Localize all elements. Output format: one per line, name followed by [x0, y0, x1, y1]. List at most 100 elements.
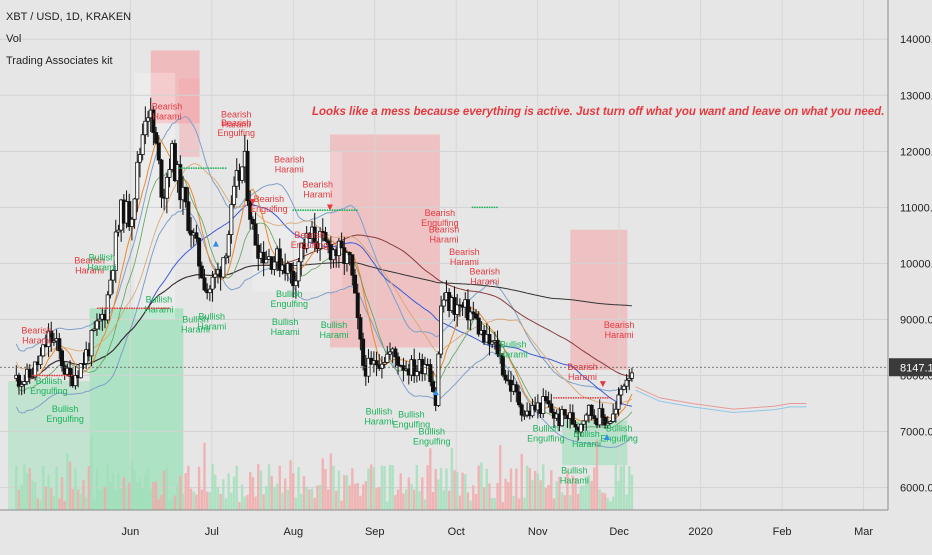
volume-bar — [343, 475, 346, 510]
volume-bar — [79, 494, 83, 510]
volume-bar — [308, 489, 311, 510]
volume-indicator-label[interactable]: Vol — [6, 33, 22, 45]
candle-body — [530, 405, 535, 417]
candle-body — [49, 330, 54, 343]
volume-bar — [154, 481, 158, 510]
volume-bar — [504, 478, 507, 510]
volume-bar — [214, 474, 217, 510]
candle-body — [272, 261, 277, 270]
bullish-harami-label: Bullish — [366, 407, 393, 417]
signal-dot — [594, 397, 597, 399]
volume-bar — [455, 471, 459, 510]
volume-bar — [380, 465, 384, 510]
signal-dot — [478, 206, 481, 209]
signal-dot — [297, 209, 300, 212]
candle-body — [143, 120, 148, 136]
indicator-label[interactable]: Trading Associates kit — [6, 55, 113, 67]
volume-bar — [595, 439, 599, 510]
bearish-harami-label: Bearish — [469, 267, 500, 277]
volume-bar — [493, 497, 497, 510]
signal-dot — [46, 374, 49, 377]
signal-dot — [109, 307, 111, 310]
volume-bar — [265, 485, 268, 510]
volume-bar — [305, 486, 308, 510]
volume-bar — [216, 486, 220, 510]
volume-bar — [611, 496, 615, 510]
candle-body — [347, 252, 352, 256]
volume-bar — [219, 493, 222, 510]
candle-body — [465, 299, 470, 321]
candle-body — [116, 229, 121, 233]
candle-body — [487, 333, 492, 345]
bullish-harami-label: Harami — [144, 305, 173, 315]
x-tick-label: Mar — [854, 526, 873, 538]
volume-bar — [179, 475, 182, 510]
volume-bar — [353, 483, 357, 510]
signal-dot — [34, 374, 36, 377]
long-arrow — [432, 389, 439, 396]
volume-bar — [25, 473, 29, 510]
candle-body — [59, 350, 64, 367]
x-tick-label: Dec — [609, 526, 629, 538]
volume-bar — [208, 492, 212, 510]
candles-layer — [14, 97, 634, 441]
volume-bar — [426, 465, 429, 510]
volume-bar — [141, 487, 144, 510]
signal-dot — [604, 397, 607, 399]
signal-dot — [486, 206, 489, 209]
bullish-harami-label: Bullish — [89, 253, 116, 263]
volume-bar — [396, 489, 400, 510]
signal-dot — [202, 167, 205, 170]
volume-bar — [552, 498, 556, 510]
signal-dot — [111, 307, 114, 310]
signal-dot — [180, 167, 183, 170]
signal-dot — [131, 307, 133, 310]
signal-dot — [326, 209, 329, 212]
volume-bar — [130, 460, 134, 510]
signal-dot — [153, 307, 155, 310]
volume-bar — [297, 467, 300, 510]
volume-bar — [146, 467, 150, 510]
volume-bar — [227, 473, 230, 510]
signal-dot — [162, 307, 165, 310]
volume-bar — [195, 494, 198, 510]
signal-dot — [190, 167, 193, 170]
volume-bar — [176, 484, 179, 510]
candle-body — [137, 154, 142, 163]
signal-dot — [106, 307, 109, 310]
bearish-harami-label: Harami — [222, 120, 251, 130]
candle-body — [522, 414, 527, 417]
signal-dot — [572, 397, 575, 399]
volume-bar — [501, 501, 505, 510]
signal-dot — [41, 374, 44, 377]
signal-dot — [210, 167, 212, 170]
candle-body — [113, 231, 118, 271]
volume-bar — [622, 465, 626, 510]
bullish-engulfing-label: Bullish — [36, 376, 63, 386]
volume-bar — [316, 485, 319, 510]
volume-bar — [15, 465, 18, 510]
signal-dot — [165, 307, 168, 310]
signal-dot — [587, 397, 590, 399]
volume-bar — [474, 493, 478, 510]
bullish-harami-label: Harami — [560, 476, 589, 486]
candle-body — [471, 311, 476, 315]
signal-dot — [355, 209, 358, 212]
bullish-harami-label: Bullish — [146, 295, 173, 305]
signal-dot — [143, 307, 146, 310]
volume-bar — [44, 486, 48, 510]
chart-annotation[interactable]: Looks like a mess because everything is … — [312, 106, 885, 118]
candle-body — [223, 255, 228, 259]
volume-bar — [367, 468, 370, 510]
candle-body — [490, 341, 495, 345]
symbol-line[interactable]: XBT / USD, 1D, KRAKEN — [6, 11, 132, 23]
volume-bar — [531, 480, 534, 510]
candle-body — [543, 396, 548, 402]
volume-bar — [383, 465, 386, 510]
volume-bar — [329, 453, 333, 510]
bearish-harami-label: Harami — [429, 235, 458, 245]
candle-body — [320, 230, 325, 233]
bullish-engulfing-label: Engulfing — [30, 386, 68, 396]
